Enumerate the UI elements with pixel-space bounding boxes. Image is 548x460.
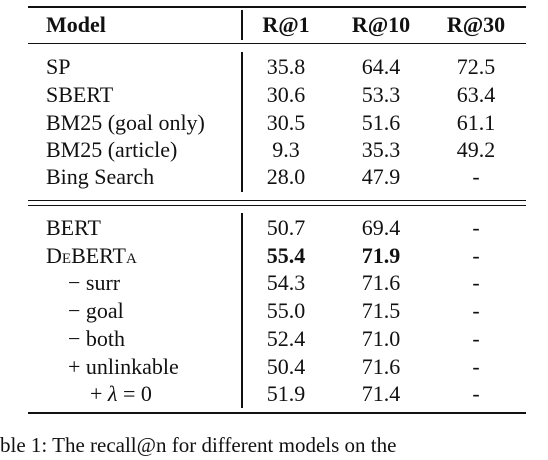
header-r1: R@1	[262, 12, 310, 37]
row-model: + λ = 0	[46, 379, 152, 409]
row-model: SP	[46, 54, 71, 79]
row-model: SBERT	[46, 80, 113, 110]
cell-r10: 71.6	[361, 270, 401, 295]
cell-r1: 52.4	[266, 326, 306, 351]
model-name-part: SB	[46, 82, 73, 107]
cell-r1: 50.4	[266, 354, 306, 379]
cell-r30: -	[472, 270, 480, 295]
row-model: BERT	[46, 215, 101, 240]
cell-r30: -	[472, 215, 480, 240]
model-name-part: = 0	[117, 381, 152, 406]
column-divider	[241, 52, 243, 192]
row-model: + unlinkable	[68, 354, 179, 379]
header-rule	[28, 43, 526, 45]
cell-r10: 69.4	[361, 215, 401, 240]
row-model: Bing Search	[46, 164, 155, 189]
section-double-rule-bottom	[28, 205, 526, 207]
column-divider	[241, 10, 243, 40]
model-name-part: D	[46, 243, 62, 268]
cell-r30: -	[472, 164, 480, 189]
table-bottom-rule	[28, 412, 526, 414]
cell-r30: -	[472, 354, 480, 379]
model-name-part: BERT	[71, 243, 126, 268]
cell-r10: 47.9	[361, 164, 401, 189]
cell-r10: 71.0	[361, 326, 401, 351]
header-r30: R@30	[446, 12, 506, 37]
cell-r30: -	[472, 326, 480, 351]
lambda-symbol: λ	[107, 381, 118, 406]
model-name-smallcaps: ERT	[72, 82, 114, 107]
cell-r30: -	[472, 381, 480, 406]
model-name-part: +	[90, 381, 108, 406]
row-model: − surr	[68, 270, 121, 295]
cell-r10: 35.3	[361, 137, 401, 162]
cell-r10: 64.4	[361, 54, 401, 79]
model-name-smallcaps: a	[125, 243, 137, 268]
cell-r10-best: 71.9	[361, 243, 401, 268]
cell-r1: 30.5	[266, 110, 306, 135]
cell-r30: 63.4	[456, 82, 496, 107]
cell-r10: 53.3	[361, 82, 401, 107]
header-model: Model	[46, 12, 106, 37]
cell-r10: 51.6	[361, 110, 401, 135]
cell-r1: 55.0	[266, 298, 306, 323]
cell-r10: 71.6	[361, 354, 401, 379]
row-model: DeBERTa	[46, 241, 137, 271]
table-top-rule	[28, 6, 526, 8]
cell-r1: 51.9	[266, 381, 306, 406]
cell-r30: -	[472, 243, 480, 268]
cell-r1: 54.3	[266, 270, 306, 295]
column-divider	[241, 213, 243, 408]
table-caption: ble 1: The recall@n for different models…	[0, 433, 397, 457]
cell-r1: 9.3	[272, 137, 300, 162]
cell-r10: 71.4	[361, 381, 401, 406]
cell-r30: 49.2	[456, 137, 496, 162]
cell-r1: 30.6	[266, 82, 306, 107]
cell-r1: 28.0	[266, 164, 306, 189]
cell-r30: 72.5	[456, 54, 496, 79]
row-model: BM25 (goal only)	[46, 110, 205, 135]
row-model: − goal	[68, 298, 124, 323]
cell-r10: 71.5	[361, 298, 401, 323]
section-double-rule-top	[28, 200, 526, 202]
row-model: BM25 (article)	[46, 137, 178, 162]
cell-r1: 35.8	[266, 54, 306, 79]
header-r10: R@10	[351, 12, 411, 37]
row-model: − both	[68, 326, 126, 351]
model-name-smallcaps: e	[61, 243, 72, 268]
cell-r30: -	[472, 298, 480, 323]
cell-r1: 50.7	[266, 215, 306, 240]
cell-r30: 61.1	[456, 110, 496, 135]
cell-r1-best: 55.4	[266, 243, 306, 268]
